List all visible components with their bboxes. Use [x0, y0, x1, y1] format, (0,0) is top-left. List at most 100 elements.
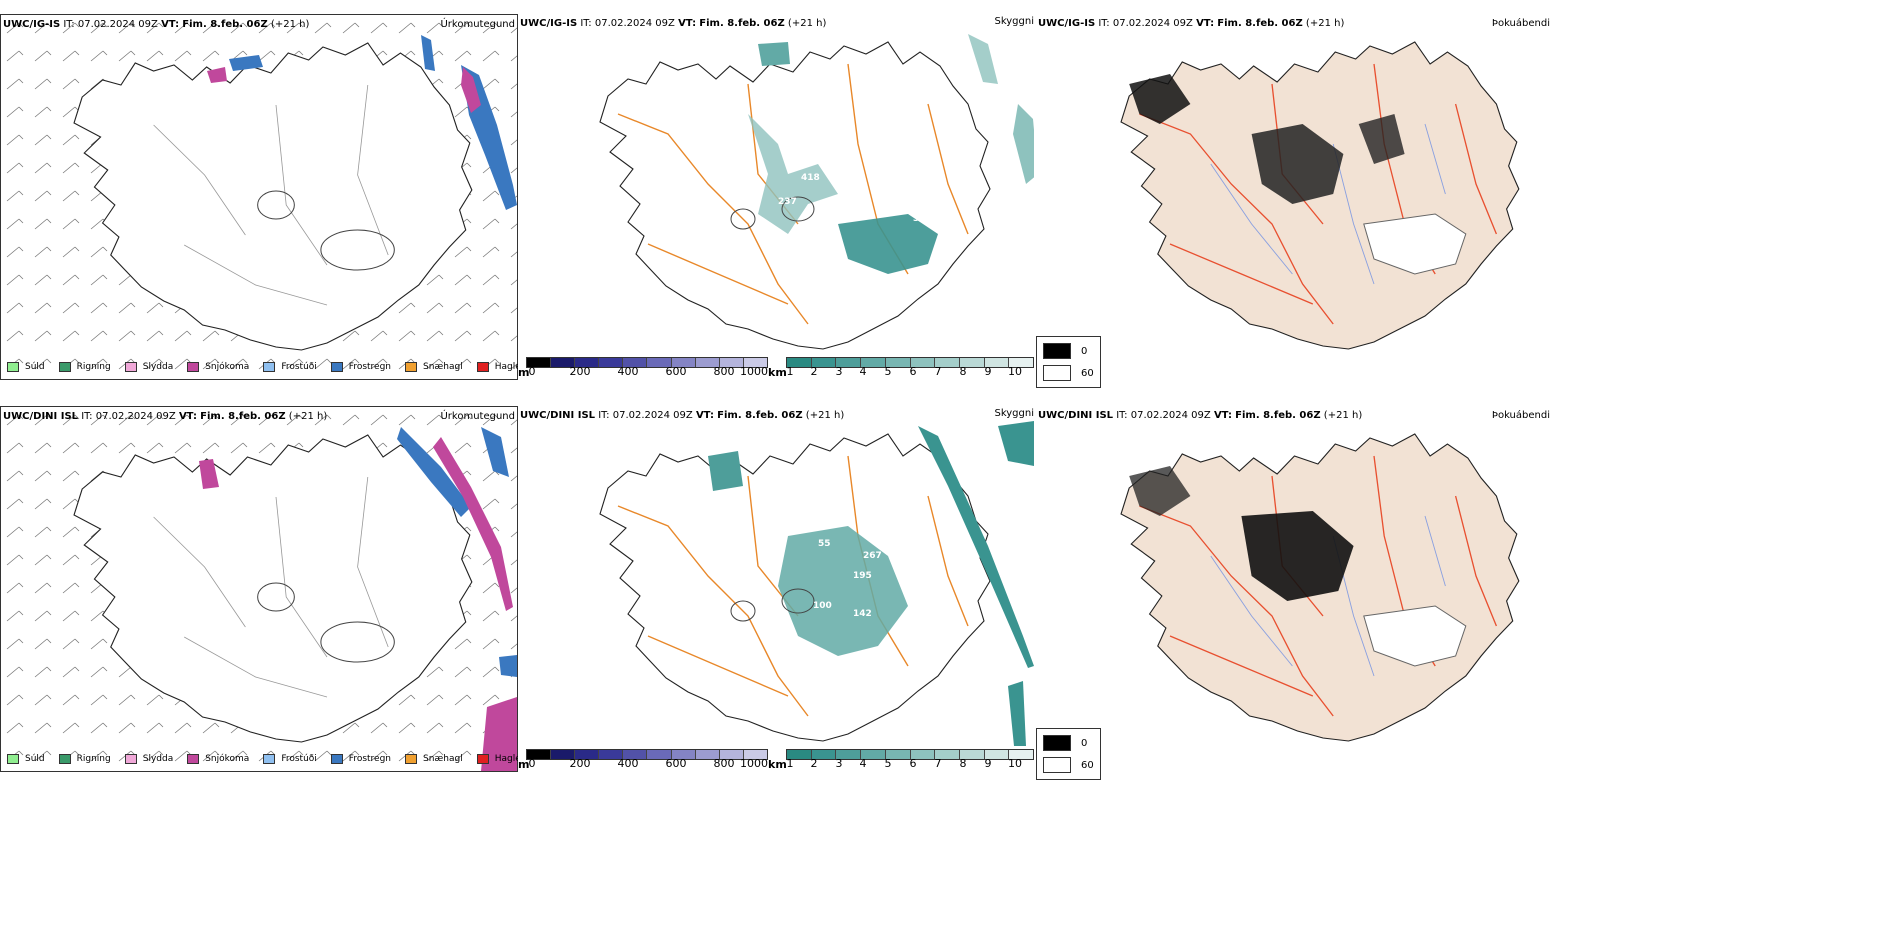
- legend-item: Snæhagl: [405, 754, 463, 764]
- tick-label: 8: [959, 757, 967, 770]
- bar-segment: [861, 358, 886, 367]
- precip-legend: Súld Rigning Slydda Snjókoma Frostúði Fr…: [7, 754, 537, 764]
- legend-item: Súld: [7, 362, 45, 372]
- panel-name: Þokuábendi: [1491, 410, 1550, 421]
- precip-legend: Súld Rigning Slydda Snjókoma Frostúði Fr…: [7, 362, 537, 372]
- visibility-label: 195: [853, 571, 872, 581]
- visibility-label: 418: [801, 173, 820, 183]
- legend-item: Snjókoma: [187, 362, 249, 372]
- bar-segment: [527, 358, 552, 367]
- bar-segment: [787, 358, 812, 367]
- panel-title: UWC/IG-IS IT: 07.02.2024 09Z VT: Fim. 8.…: [520, 18, 827, 29]
- freezing-rain-strip: [421, 35, 435, 71]
- precip-map: [1, 15, 517, 379]
- panel-name: Úrkomutegund: [440, 19, 515, 30]
- visibility-map: 418 237 386 383 52 00: [599, 34, 1034, 350]
- fog-map: [1120, 433, 1520, 742]
- bar-segment: [910, 750, 936, 759]
- fog-map: [1120, 41, 1520, 350]
- tick-label: 0: [528, 757, 536, 770]
- tick-label: 3: [835, 757, 843, 770]
- visibility-label: 383: [913, 214, 932, 224]
- bar-segment: [959, 358, 985, 367]
- tick-label: 5: [884, 757, 892, 770]
- fog-legend-label: 0: [1081, 737, 1088, 749]
- bar-segment: [671, 750, 696, 759]
- bar-segment: [719, 358, 744, 367]
- tick-label: 6: [909, 365, 917, 378]
- tick-label: 9: [984, 757, 992, 770]
- tick-label: 1000: [740, 365, 768, 378]
- panel-fog-igis: UWC/IG-IS IT: 07.02.2024 09Z VT: Fim. 8.…: [1036, 14, 1552, 388]
- bar-segment: [743, 358, 767, 367]
- bar-segment: [551, 750, 576, 759]
- visibility-km-bar: [786, 749, 1034, 760]
- tick-label: 600: [665, 757, 687, 770]
- snow-patch: [207, 67, 227, 83]
- bar-segment: [527, 750, 552, 759]
- bar-segment: [719, 750, 744, 759]
- bar-segment: [575, 750, 600, 759]
- bar-segment: [885, 750, 911, 759]
- freezing-rain-strip: [481, 427, 509, 477]
- visibility-label: 199: [911, 609, 930, 619]
- tick-label: 2: [810, 365, 818, 378]
- visibility-label: 52: [818, 147, 831, 157]
- bar-segment: [836, 750, 862, 759]
- panel-fog-dini: UWC/DINI ISL IT: 07.02.2024 09Z VT: Fim.…: [1036, 406, 1552, 780]
- panel-name: Þokuábendi: [1491, 18, 1550, 29]
- legend-item: Snæhagl: [405, 362, 463, 372]
- tick-label: 9: [984, 365, 992, 378]
- tick-label: 800: [713, 757, 735, 770]
- tick-label: 200: [569, 757, 591, 770]
- fog-legend-label: 60: [1081, 759, 1094, 771]
- panel-precip-type-dini: UWC/DINI ISL IT: 07.02.2024 09Z VT: Fim.…: [0, 406, 523, 772]
- bar-segment: [671, 358, 696, 367]
- bar-segment: [743, 750, 767, 759]
- tick-label: 4: [859, 365, 867, 378]
- freezing-rain-patch: [229, 55, 263, 71]
- freezing-rain-band: [397, 427, 471, 517]
- bar-segment: [787, 750, 812, 759]
- tick-label: 3: [835, 365, 843, 378]
- bar-segment: [910, 358, 936, 367]
- tick-label: 8: [959, 365, 967, 378]
- bar-segment: [623, 358, 648, 367]
- bar-segment: [647, 358, 672, 367]
- km-unit: km: [768, 758, 787, 771]
- legend-item: Frostúði: [263, 754, 317, 764]
- tick-label: 5: [884, 365, 892, 378]
- legend-item: Slydda: [124, 754, 173, 764]
- legend-item: Súld: [7, 754, 45, 764]
- visibility-label: 386: [840, 213, 859, 223]
- panel-name: Úrkomutegund: [440, 411, 515, 422]
- visibility-label: 267: [863, 551, 882, 561]
- bar-segment: [935, 358, 960, 367]
- panel-name: Skyggni: [994, 16, 1034, 27]
- bar-segment: [885, 358, 911, 367]
- visibility-ticks: 0 200 400 600 800 1000 1 2 3 4 5 6 7 8 9…: [518, 365, 1034, 379]
- tick-label: 800: [713, 365, 735, 378]
- tick-label: 6: [909, 757, 917, 770]
- snow-band: [461, 67, 481, 113]
- panel-title: UWC/DINI ISL IT: 07.02.2024 09Z VT: Fim.…: [1038, 410, 1363, 421]
- m-unit: m: [518, 758, 530, 771]
- bar-segment: [811, 358, 837, 367]
- fog-legend: 0 60: [1036, 728, 1101, 780]
- tick-label: 400: [617, 757, 639, 770]
- fog-legend: 0 60: [1036, 336, 1101, 388]
- visibility-label: 197: [903, 589, 922, 599]
- tick-label: 10: [1008, 757, 1022, 770]
- bar-segment: [935, 750, 960, 759]
- panel-title: UWC/IG-IS IT: 07.02.2024 09Z VT: Fim. 8.…: [3, 19, 310, 30]
- legend-item: Frostregn: [330, 754, 391, 764]
- panel-name: Skyggni: [994, 408, 1034, 419]
- visibility-ticks: 0 200 400 600 800 1000 1 2 3 4 5 6 7 8 9…: [518, 757, 1034, 771]
- bar-segment: [959, 750, 985, 759]
- legend-item: Rigning: [58, 754, 111, 764]
- tick-label: 2: [810, 757, 818, 770]
- bar-segment: [647, 750, 672, 759]
- bar-segment: [695, 358, 720, 367]
- bar-segment: [861, 750, 886, 759]
- bar-segment: [599, 358, 624, 367]
